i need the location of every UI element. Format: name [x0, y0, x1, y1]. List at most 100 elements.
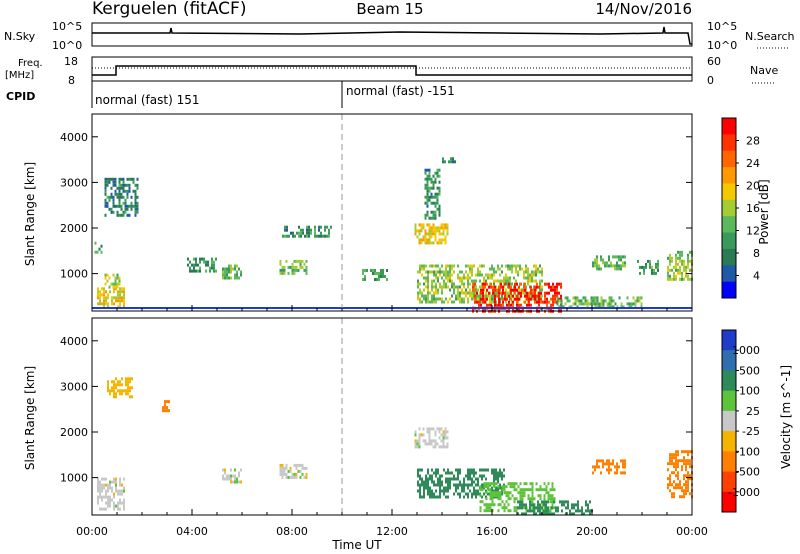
scatter-cell: [507, 509, 510, 513]
scatter-cell: [97, 302, 99, 306]
scatter-cell: [308, 225, 310, 229]
power-colorbar-swatch: [722, 281, 736, 299]
scatter-cell: [292, 231, 294, 235]
scatter-cell: [541, 267, 543, 271]
scatter-cell: [199, 266, 201, 270]
scatter-cell: [575, 503, 577, 507]
scatter-cell: [502, 303, 504, 307]
scatter-cell: [471, 471, 473, 475]
scatter-cell: [679, 495, 681, 499]
scatter-cell: [534, 291, 536, 295]
scatter-cell: [535, 267, 537, 271]
scatter-cell: [189, 269, 191, 273]
scatter-cell: [418, 223, 421, 227]
scatter-cell: [439, 480, 441, 484]
scatter-cell: [657, 262, 659, 266]
scatter-cell: [535, 279, 537, 283]
scatter-cell: [305, 271, 308, 275]
scatter-cell: [624, 462, 626, 466]
scatter-cell: [126, 177, 129, 181]
scatter-cell: [293, 472, 296, 476]
scatter-cell: [475, 279, 477, 283]
scatter-cell: [281, 463, 284, 467]
scatter-cell: [431, 468, 433, 472]
scatter-cell: [423, 294, 425, 298]
scatter-cell: [119, 477, 121, 481]
scatter-cell: [118, 186, 121, 190]
scatter-cell: [101, 489, 103, 493]
x-tick-label: 08:00: [276, 525, 308, 538]
scatter-cell: [118, 192, 121, 196]
scatter-cell: [467, 279, 469, 283]
scatter-cell: [437, 477, 439, 481]
scatter-cell: [118, 183, 121, 187]
scatter-cell: [541, 506, 543, 510]
scatter-cell: [487, 276, 489, 280]
scatter-cell: [421, 294, 423, 298]
scatter-cell: [438, 210, 441, 214]
scatter-cell: [103, 290, 105, 294]
scatter-cell: [364, 269, 366, 272]
scatter-cell: [675, 474, 677, 478]
scatter-cell: [671, 259, 673, 263]
freq-tick-bottom: 8: [68, 74, 75, 87]
scatter-cell: [596, 267, 598, 271]
scatter-cell: [106, 279, 109, 283]
scatter-cell: [442, 238, 445, 242]
scatter-cell: [667, 271, 669, 275]
scatter-cell: [419, 282, 421, 286]
scatter-cell: [537, 500, 539, 504]
scatter-cell: [328, 228, 330, 232]
scatter-cell: [499, 468, 501, 472]
scatter-cell: [422, 439, 425, 443]
scatter-cell: [131, 386, 133, 390]
scatter-cell: [111, 302, 113, 306]
scatter-cell: [473, 489, 475, 493]
scatter-cell: [645, 262, 647, 266]
scatter-cell: [285, 463, 288, 467]
scatter-cell: [465, 474, 467, 478]
scatter-cell: [491, 503, 494, 507]
power-colorbar-tick-label: 16: [746, 202, 760, 215]
scatter-cell: [483, 264, 485, 268]
scatter-cell: [434, 201, 437, 205]
scatter-cell: [541, 500, 543, 504]
scatter-cell: [112, 195, 115, 199]
scatter-cell: [104, 180, 107, 184]
scatter-cell: [543, 500, 545, 504]
scatter-cell: [427, 300, 429, 304]
scatter-cell: [511, 494, 514, 498]
scatter-cell: [283, 466, 286, 470]
scatter-cell: [101, 293, 103, 297]
scatter-cell: [569, 512, 571, 516]
scatter-cell: [109, 501, 111, 505]
scatter-cell: [467, 483, 469, 487]
scatter-cell: [524, 288, 526, 292]
scatter-cell: [446, 445, 449, 449]
scatter-cell: [489, 273, 491, 277]
scatter-cell: [677, 268, 679, 272]
scatter-cell: [423, 267, 425, 271]
scatter-cell: [113, 507, 115, 511]
scatter-cell: [608, 471, 610, 475]
velocity-colorbar-swatch: [722, 451, 736, 473]
scatter-cell: [442, 433, 445, 437]
scatter-cell: [480, 297, 482, 301]
scatter-cell: [364, 275, 366, 278]
scatter-cell: [551, 497, 554, 501]
scatter-cell: [480, 303, 482, 307]
power-colorbar-swatch: [722, 199, 736, 217]
scatter-cell: [116, 282, 119, 286]
scatter-cell: [471, 483, 473, 487]
scatter-cell: [477, 297, 479, 301]
scatter-cell: [426, 192, 429, 196]
scatter-cell: [310, 231, 312, 235]
scatter-cell: [543, 506, 546, 510]
scatter-cell: [514, 288, 516, 292]
scatter-cell: [685, 462, 687, 466]
scatter-cell: [606, 261, 608, 265]
scatter-cell: [430, 427, 433, 431]
scatter-cell: [435, 291, 437, 295]
scatter-cell: [119, 296, 121, 300]
scatter-cell: [608, 264, 610, 268]
